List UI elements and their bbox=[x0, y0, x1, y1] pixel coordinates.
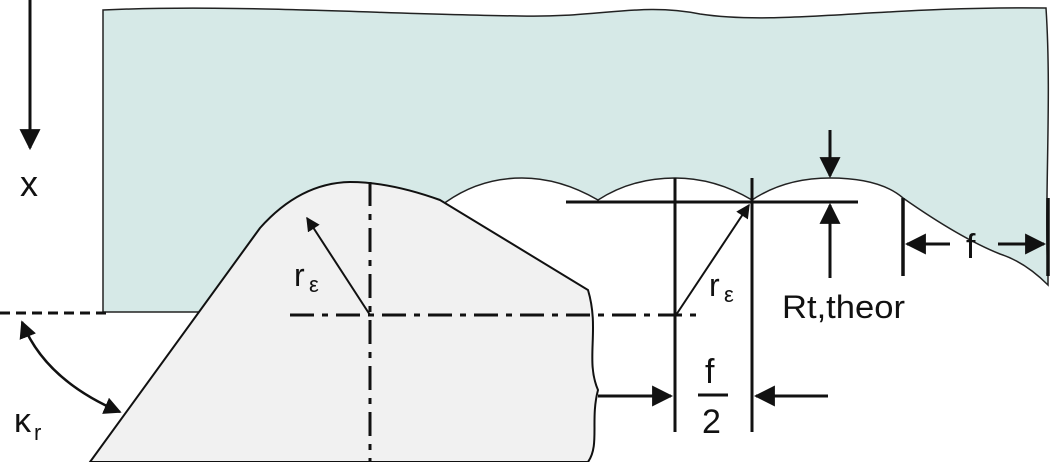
nose-radius-right-subscript: ε bbox=[724, 282, 734, 307]
half-feed-denominator: 2 bbox=[702, 403, 721, 441]
x-axis-label: x bbox=[20, 163, 38, 204]
nose-radius-left-arrow bbox=[306, 216, 371, 316]
half-feed-numerator: f bbox=[705, 353, 715, 391]
feed-label: f bbox=[966, 228, 976, 266]
roughness-label: Rt,theor bbox=[782, 289, 905, 325]
nose-radius-left-subscript: ε bbox=[309, 272, 319, 297]
approach-angle-label: κ bbox=[14, 402, 32, 440]
nose-radius-right-label: r bbox=[709, 267, 720, 303]
nose-radius-left-label: r bbox=[294, 257, 305, 293]
approach-angle-arc bbox=[19, 320, 122, 414]
cutting-tool bbox=[88, 180, 600, 462]
approach-angle-subscript: r bbox=[34, 420, 41, 445]
nose-radius-right-arrow bbox=[675, 203, 750, 316]
